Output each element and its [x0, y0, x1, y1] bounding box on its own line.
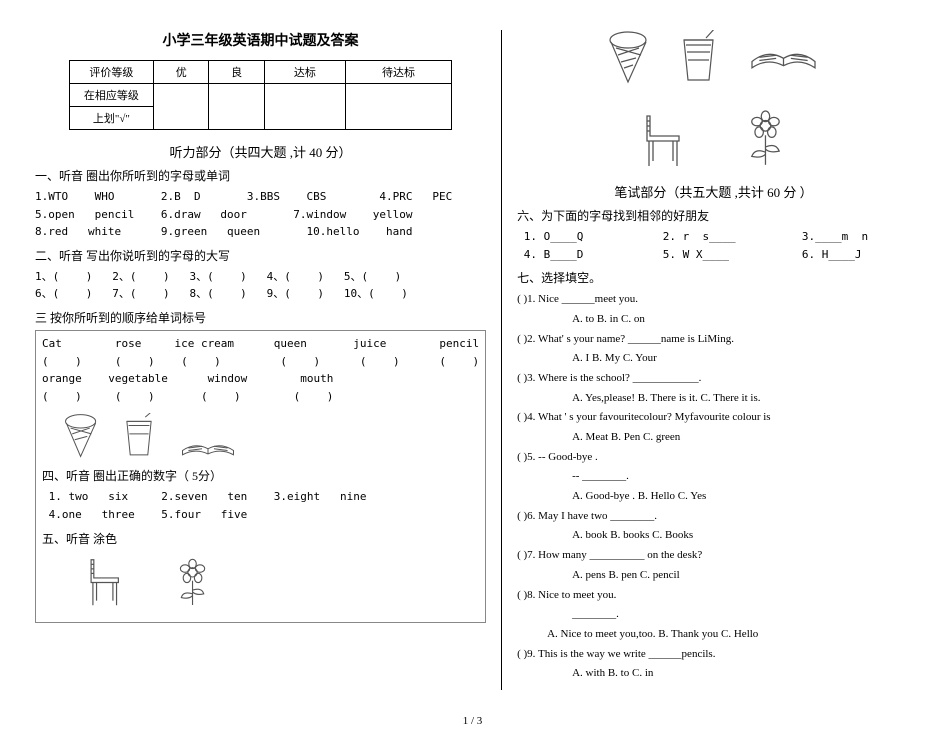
- s1-l2: 5.open pencil 6.draw door 7.window yello…: [35, 206, 486, 224]
- cell: [264, 84, 345, 130]
- book-icon: [178, 425, 238, 459]
- q8a: ( )8. Nice to meet you.: [517, 586, 910, 605]
- q6a: ( )6. May I have two ________.: [517, 507, 910, 526]
- flower-icon: [742, 110, 790, 168]
- cup-icon: [120, 413, 158, 459]
- cell: [345, 84, 451, 130]
- s4-heading: 四、听音 圈出正确的数字（ 5分）: [42, 467, 479, 484]
- book-icon: [746, 30, 821, 85]
- s2-l1: 1、( ) 2、( ) 3、( ) 4、( ) 5、( ): [35, 268, 486, 286]
- q8c: A. Nice to meet you,too. B. Thank you C.…: [517, 625, 910, 644]
- q3a: ( )3. Where is the school? ____________.: [517, 369, 910, 388]
- q5b: -- ________.: [517, 467, 910, 486]
- q7b: A. pens B. pen C. pencil: [517, 566, 910, 585]
- q1b: A. to B. in C. on: [517, 310, 910, 329]
- cone-icon: [62, 413, 100, 459]
- q4a: ( )4. What ' s your favouritecolour? Myf…: [517, 408, 910, 427]
- s2-l2: 6、( ) 7、( ) 8、( ) 9、( ) 10、( ): [35, 285, 486, 303]
- page-number: 1 / 3: [463, 715, 483, 727]
- q5a: ( )5. -- Good-bye .: [517, 448, 910, 467]
- th-d: 待达标: [345, 61, 451, 84]
- th-eval: 评价等级: [69, 61, 153, 84]
- icons-inline: [62, 413, 479, 459]
- grade-table: 评价等级 优 良 达标 待达标 在相应等级 上划"√": [69, 60, 452, 130]
- q8b: ________.: [517, 605, 910, 624]
- q4b: A. Meat B. Pen C. green: [517, 428, 910, 447]
- listening-title: 听力部分（共四大题 ,计 40 分）: [35, 142, 486, 161]
- th-b: 良: [209, 61, 264, 84]
- row3-label: 上划"√": [69, 107, 153, 130]
- page-title: 小学三年级英语期中试题及答案: [35, 30, 486, 50]
- flower-icon: [172, 558, 214, 610]
- th-c: 达标: [264, 61, 345, 84]
- s6-l2: 4. B____D 5. W X____ 6. H____J: [517, 246, 910, 264]
- s3-box: Cat rose ice cream queen juice pencil ( …: [35, 330, 486, 623]
- s2-heading: 二、听音 写出你说听到的字母的大写: [35, 247, 486, 264]
- s1-l3: 8.red white 9.green queen 10.hello hand: [35, 223, 486, 241]
- s6-l1: 1. O____Q 2. r s____ 3.____m n: [517, 228, 910, 246]
- q2b: A. I B. My C. Your: [517, 349, 910, 368]
- q3b: A. Yes,please! B. There is it. C. There …: [517, 389, 910, 408]
- icons-top: [517, 30, 910, 172]
- q6b: A. book B. books C. Books: [517, 526, 910, 545]
- q5c: A. Good-bye . B. Hello C. Yes: [517, 487, 910, 506]
- s5-heading: 五、听音 涂色: [42, 530, 479, 547]
- q1a: ( )1. Nice ______meet you.: [517, 290, 910, 309]
- s4-l1: 1. two six 2.seven ten 3.eight nine: [42, 488, 479, 506]
- row2-label: 在相应等级: [69, 84, 153, 107]
- cone-icon: [606, 30, 651, 85]
- q2a: ( )2. What' s your name? ______name is L…: [517, 330, 910, 349]
- s4-l2: 4.one three 5.four five: [42, 506, 479, 524]
- s6-heading: 六、为下面的字母找到相邻的好朋友: [517, 207, 910, 224]
- s3-l4: ( ) ( ) ( ) ( ): [42, 388, 479, 406]
- s3-l2: ( ) ( ) ( ) ( ) ( ) ( ): [42, 353, 479, 371]
- written-title: 笔试部分（共五大题 ,共计 60 分 ）: [517, 182, 910, 201]
- s1-heading: 一、听音 圈出你所听到的字母或单词: [35, 167, 486, 184]
- s7-heading: 七、选择填空。: [517, 269, 910, 286]
- q7a: ( )7. How many __________ on the desk?: [517, 546, 910, 565]
- s3-heading: 三 按你所听到的顺序给单词标号: [35, 309, 486, 326]
- q9a: ( )9. This is the way we write ______pen…: [517, 645, 910, 664]
- chair-icon: [82, 555, 132, 610]
- icons-bottom: [82, 555, 479, 610]
- s3-l1: Cat rose ice cream queen juice pencil: [42, 335, 479, 353]
- cell: [153, 84, 208, 130]
- cell: [209, 84, 264, 130]
- q9b: A. with B. to C. in: [517, 664, 910, 683]
- chair-icon: [517, 110, 910, 172]
- s1-l1: 1.WTO WHO 2.B D 3.BBS CBS 4.PRC PEC: [35, 188, 486, 206]
- th-a: 优: [153, 61, 208, 84]
- cup-icon: [676, 30, 721, 85]
- s3-l3: orange vegetable window mouth: [42, 370, 479, 388]
